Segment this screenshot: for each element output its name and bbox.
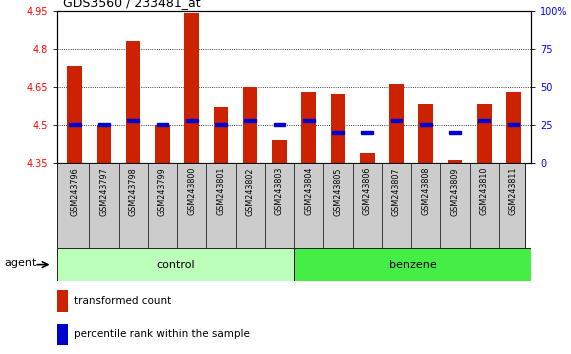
FancyBboxPatch shape [57, 248, 294, 281]
Text: transformed count: transformed count [74, 296, 171, 306]
FancyBboxPatch shape [391, 119, 403, 122]
Text: GSM243810: GSM243810 [480, 167, 489, 216]
Bar [360, 153, 375, 163]
FancyBboxPatch shape [57, 163, 525, 248]
Text: GSM243800: GSM243800 [187, 167, 196, 216]
Text: agent: agent [5, 258, 37, 268]
FancyBboxPatch shape [332, 131, 344, 134]
Bar [214, 107, 228, 163]
FancyBboxPatch shape [186, 119, 198, 122]
Text: GSM243806: GSM243806 [363, 167, 372, 216]
Bar [184, 13, 199, 163]
Bar [155, 125, 170, 163]
Bar [272, 140, 287, 163]
FancyBboxPatch shape [274, 124, 286, 126]
Text: GSM243798: GSM243798 [128, 167, 138, 216]
FancyBboxPatch shape [361, 131, 373, 134]
FancyBboxPatch shape [98, 124, 110, 126]
FancyBboxPatch shape [508, 124, 520, 126]
Bar [506, 92, 521, 163]
Text: GSM243797: GSM243797 [99, 167, 108, 216]
Text: GSM243801: GSM243801 [216, 167, 226, 216]
Text: GSM243807: GSM243807 [392, 167, 401, 216]
FancyBboxPatch shape [294, 248, 531, 281]
FancyBboxPatch shape [69, 124, 81, 126]
Bar [126, 41, 140, 163]
Text: GSM243799: GSM243799 [158, 167, 167, 216]
FancyBboxPatch shape [215, 124, 227, 126]
Text: GDS3560 / 233481_at: GDS3560 / 233481_at [63, 0, 200, 9]
Text: GSM243809: GSM243809 [451, 167, 460, 216]
FancyBboxPatch shape [420, 124, 432, 126]
Text: GSM243805: GSM243805 [333, 167, 343, 216]
FancyBboxPatch shape [244, 119, 256, 122]
Text: benzene: benzene [389, 259, 436, 270]
Bar [448, 160, 463, 163]
Bar [389, 84, 404, 163]
FancyBboxPatch shape [449, 131, 461, 134]
Text: GSM243808: GSM243808 [421, 167, 430, 216]
Text: GSM243804: GSM243804 [304, 167, 313, 216]
Text: GSM243802: GSM243802 [246, 167, 255, 216]
Bar [96, 125, 111, 163]
Text: GSM243803: GSM243803 [275, 167, 284, 216]
Text: percentile rank within the sample: percentile rank within the sample [74, 330, 250, 339]
Bar [57, 324, 67, 345]
Text: control: control [156, 259, 195, 270]
Bar [331, 94, 345, 163]
Bar [419, 104, 433, 163]
Bar [67, 67, 82, 163]
Bar [243, 87, 258, 163]
Text: GSM243796: GSM243796 [70, 167, 79, 216]
Bar [301, 92, 316, 163]
FancyBboxPatch shape [127, 119, 139, 122]
FancyBboxPatch shape [478, 119, 490, 122]
FancyBboxPatch shape [303, 119, 315, 122]
FancyBboxPatch shape [156, 124, 168, 126]
Bar [477, 104, 492, 163]
Bar [57, 290, 67, 312]
Text: GSM243811: GSM243811 [509, 167, 518, 216]
